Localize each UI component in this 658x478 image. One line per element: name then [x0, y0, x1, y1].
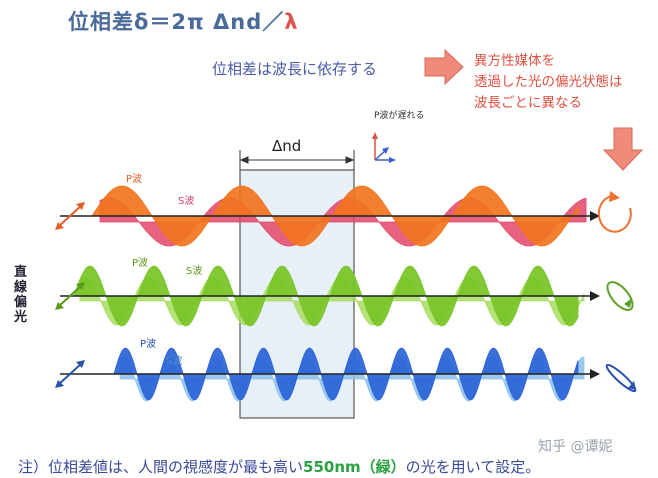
- double-arrow-icon: [55, 202, 85, 230]
- s-wave-label-blue: S波: [166, 356, 183, 367]
- delta-nd-label: Δnd: [272, 137, 302, 155]
- footnote: 注）位相差値は、人間の視感度が最も高い550nm（緑）の光を用いて設定。: [18, 458, 541, 476]
- axis-label: P波が遅れる: [374, 111, 425, 121]
- subtitle: 位相差は波長に依存する: [212, 60, 378, 78]
- double-arrow-icon: [55, 282, 85, 310]
- result-line: 波長ごとに異なる: [474, 95, 582, 111]
- delta-nd-dimension: [239, 150, 355, 170]
- result-text: 異方性媒体を 透過した光の偏光状態は 波長ごとに異なる: [474, 51, 658, 114]
- s-wave-label-green: S波: [186, 266, 203, 277]
- result-line: 異方性媒体を: [474, 53, 555, 69]
- phase-formula: 位相差δ＝2π Δnd／λ: [68, 10, 299, 34]
- right-arrow-icon: [424, 48, 464, 86]
- p-wave-label-orange: P波: [126, 174, 143, 185]
- elliptical-polarization-icon: [606, 280, 634, 312]
- p-wave-label-blue: P波: [140, 339, 157, 350]
- p-wave-label-green: P波: [132, 258, 149, 269]
- double-arrow-icon: [55, 360, 85, 388]
- watermark: 知乎 @谭妮: [538, 439, 613, 455]
- blue-wave-group: [55, 347, 600, 402]
- blue-axis-arrowhead: [590, 369, 600, 379]
- green-axis-arrowhead: [590, 291, 600, 301]
- green-wave-group: [55, 265, 600, 327]
- down-arrow-icon: [602, 127, 644, 171]
- axes-icon: [372, 132, 396, 163]
- near-linear-polarization-icon: [605, 363, 637, 393]
- orange-wave-group: [55, 185, 600, 247]
- s-wave-label-orange: S波: [178, 196, 195, 207]
- result-line: 透過した光の偏光状態は: [474, 74, 623, 90]
- linear-polarization-label: 直 線 偏 光: [14, 265, 28, 325]
- orange-axis-arrowhead: [590, 211, 600, 221]
- circular-polarization-icon: [597, 191, 632, 233]
